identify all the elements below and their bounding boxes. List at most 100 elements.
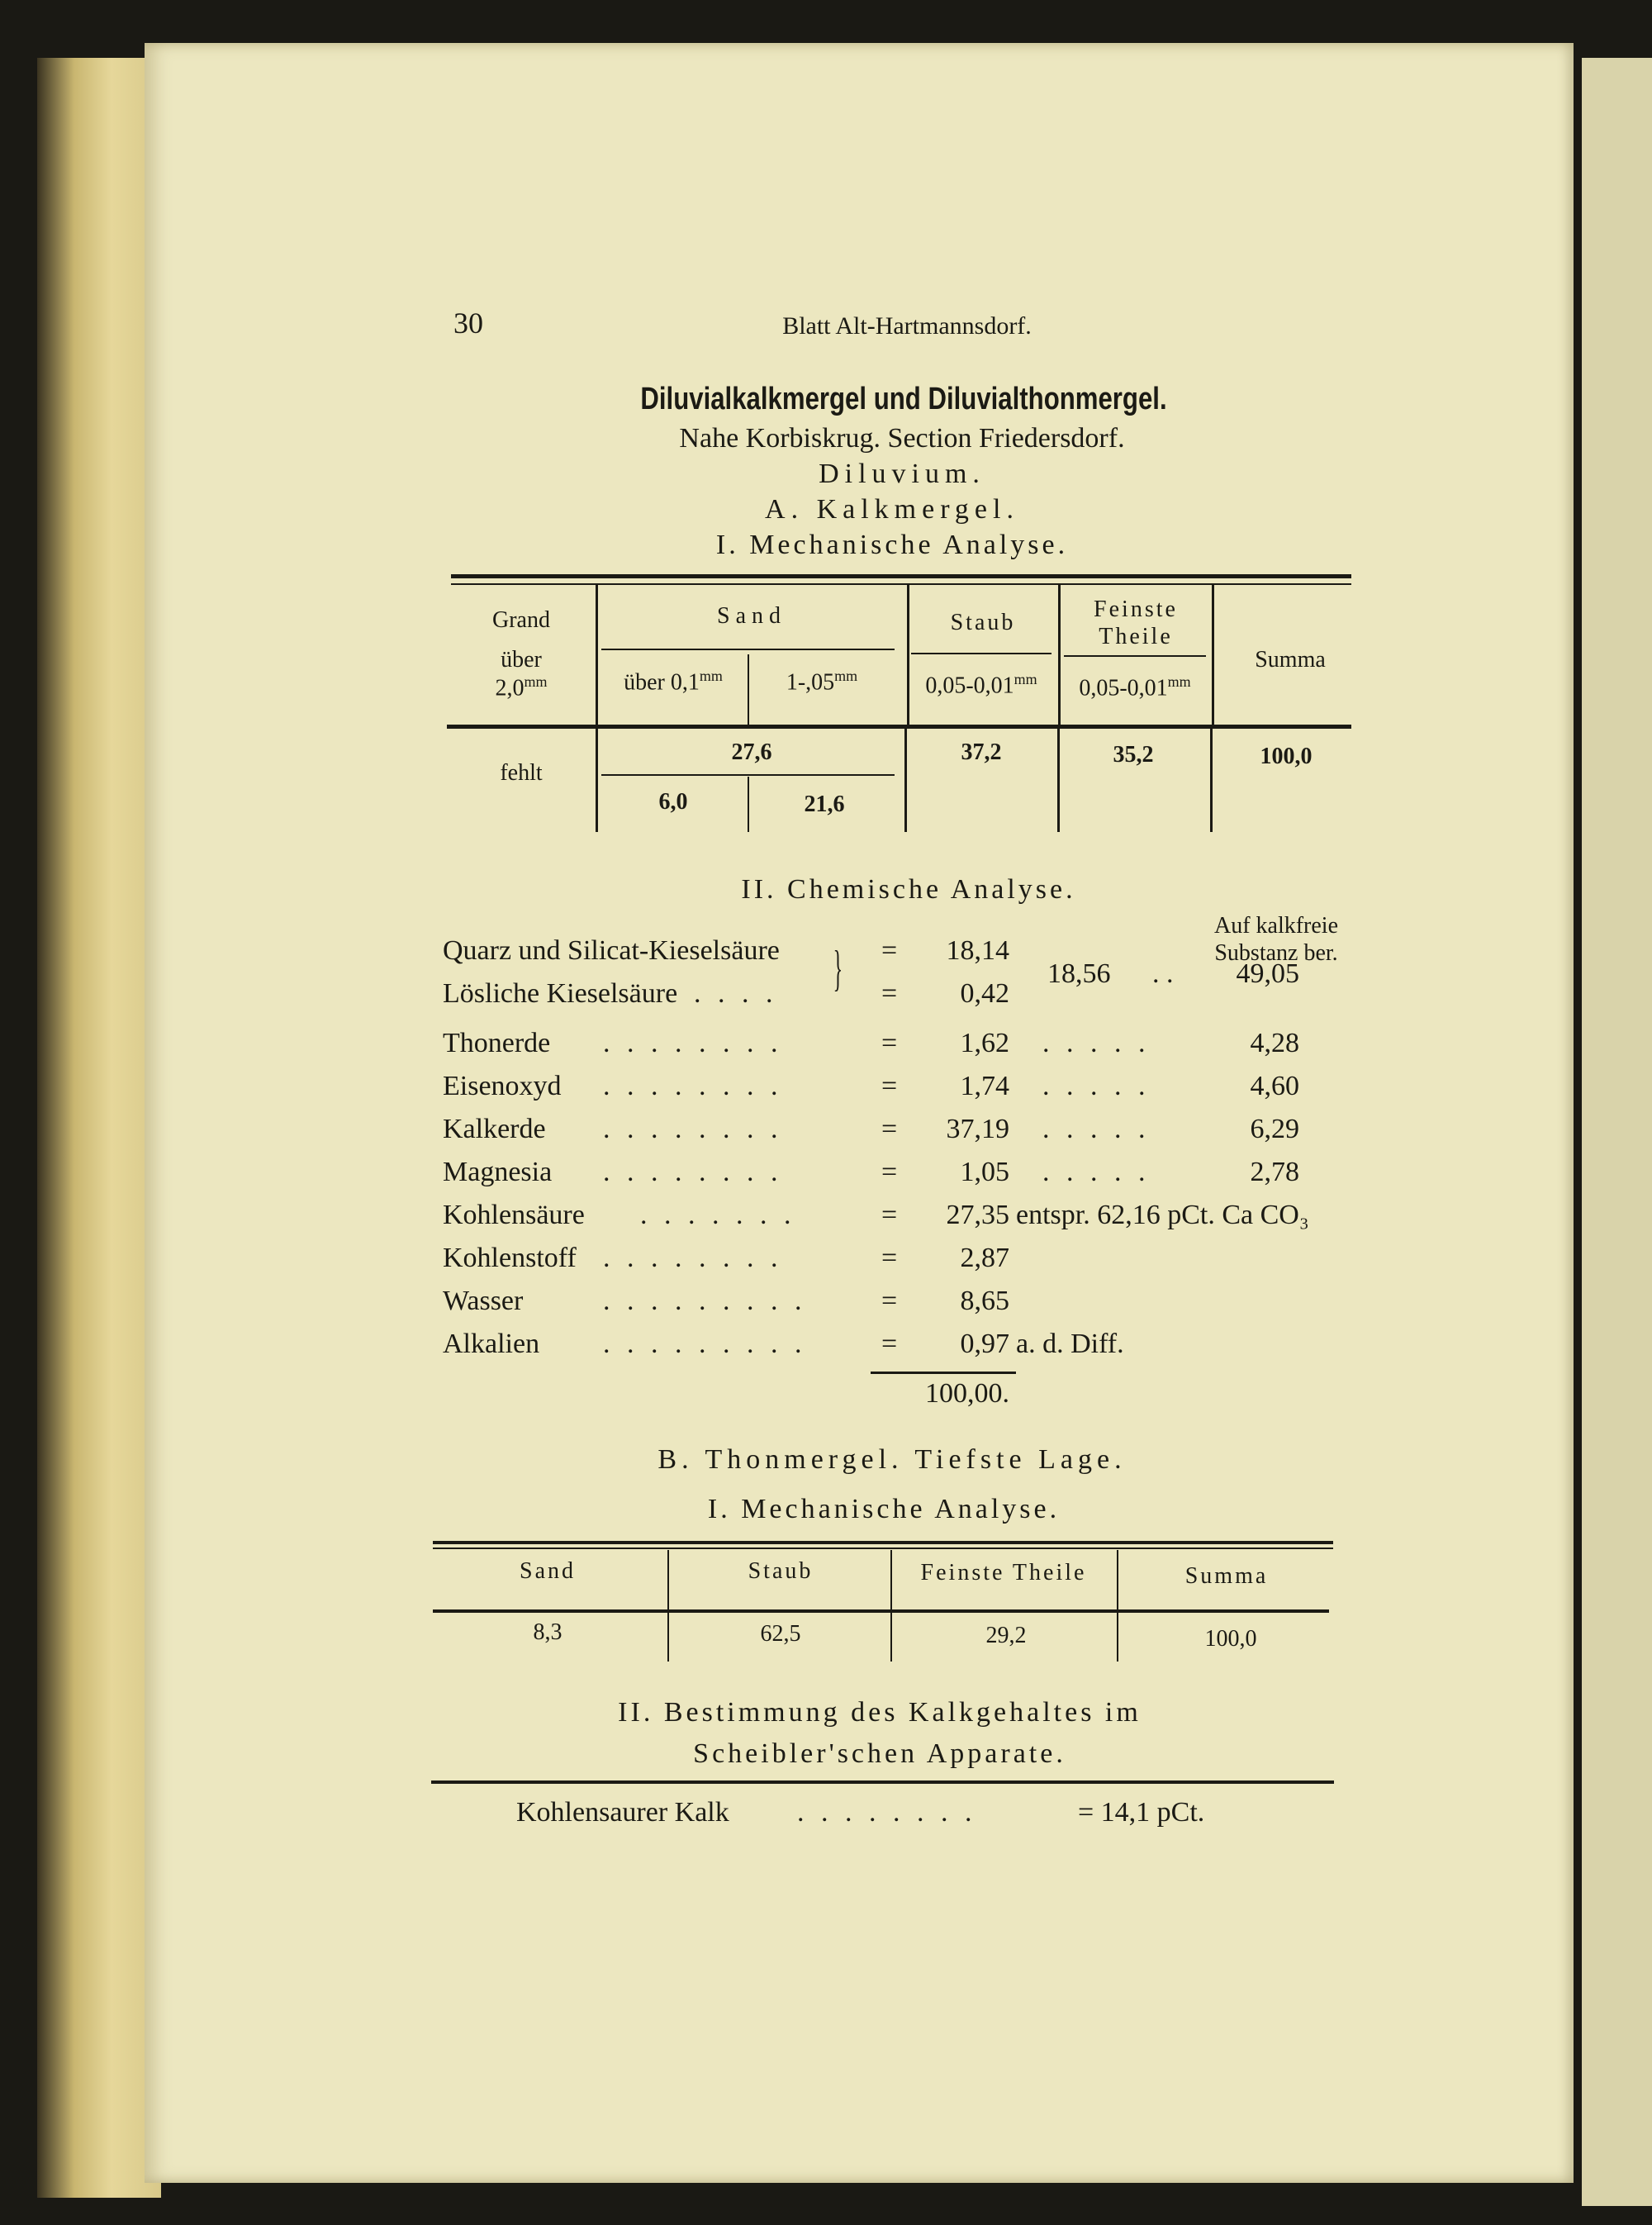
section-b-heading: B. Thonmergel. Tiefste Lage.	[657, 1444, 1127, 1475]
chem-row-equals: =	[881, 935, 898, 966]
b-col-sand: Sand	[520, 1558, 576, 1584]
mech-heading-b: I. Mechanische Analyse.	[707, 1494, 1061, 1524]
chem-total: 100,00.	[925, 1378, 1009, 1409]
b-staub-value: 62,5	[760, 1621, 801, 1647]
chem-row-label: Magnesia	[443, 1157, 553, 1187]
chem-row-equals: =	[881, 1114, 898, 1144]
col-feinste-size: 0,05-0,01mm	[1079, 673, 1191, 701]
chem-row-equals: =	[881, 1329, 898, 1359]
b-sand-value: 8,3	[533, 1619, 563, 1645]
grand-value: fehlt	[500, 760, 543, 786]
col-grand-size: 2,0mm	[495, 673, 548, 701]
chem-row-dots: . . . . . . . .	[603, 1071, 783, 1101]
mech-heading-a: I. Mechanische Analyse.	[715, 530, 1069, 560]
col-sand-sub2: 1-,05mm	[786, 668, 858, 696]
lime-dots: . . . . . . . .	[797, 1797, 977, 1828]
chem-row-extra: entspr. 62,16 pCt. Ca CO₃	[1016, 1200, 1309, 1230]
chem-row-value: 37,19	[946, 1114, 1010, 1144]
col-grand: Grand	[492, 607, 550, 633]
silica-calc: 49,05	[1236, 958, 1300, 989]
chem-row-equals: =	[881, 1071, 898, 1101]
chem-row-value: 18,14	[946, 935, 1010, 966]
chem-note-2: Substanz ber.	[1214, 940, 1338, 966]
lime-value: = 14,1 pCt.	[1078, 1797, 1205, 1828]
page-edges	[37, 58, 161, 2198]
lime-heading-1: II. Bestimmung des Kalkgehaltes im	[618, 1697, 1142, 1728]
sum-line	[871, 1372, 1016, 1374]
chem-row-equals: =	[881, 1243, 898, 1273]
col-feinste: Feinste	[1094, 597, 1178, 622]
chem-row-equals: =	[881, 1200, 898, 1230]
col-staub-size: 0,05-0,01mm	[925, 671, 1037, 699]
chem-row-value: 0,97	[960, 1329, 1010, 1359]
chem-row-equals: =	[881, 978, 898, 1009]
feinste-value: 35,2	[1113, 742, 1154, 768]
chem-row-extra: . . . . .	[1042, 1157, 1151, 1187]
chem-row-extra: . . . . .	[1042, 1071, 1151, 1101]
chem-row-label: Alkalien	[443, 1329, 540, 1359]
col-summa: Summa	[1255, 647, 1326, 673]
b-col-summa: Summa	[1184, 1563, 1269, 1589]
chem-row-value: 2,87	[960, 1243, 1010, 1273]
chem-heading: II. Chemische Analyse.	[741, 874, 1076, 905]
col-theile: Theile	[1099, 624, 1173, 649]
sand-value-2: 21,6	[804, 792, 845, 817]
sand-total: 27,6	[731, 739, 772, 765]
chem-row-value: 27,35	[946, 1200, 1010, 1230]
chem-row-label: Kalkerde	[443, 1114, 546, 1144]
chem-row-value: 1,05	[960, 1157, 1010, 1187]
col-grand-sub: über	[501, 647, 542, 673]
location: Nahe Korbiskrug. Section Friedersdorf.	[679, 423, 1125, 454]
chem-row-calc: 2,78	[1250, 1157, 1300, 1187]
chem-row-equals: =	[881, 1286, 898, 1316]
b-col-staub: Staub	[748, 1558, 814, 1584]
chem-row-label: Lösliche Kieselsäure	[443, 978, 678, 1009]
chem-row-extra: a. d. Diff.	[1016, 1329, 1124, 1359]
col-staub: Staub	[950, 610, 1016, 635]
page-number: 30	[453, 307, 483, 340]
chem-row-value: 8,65	[960, 1286, 1010, 1316]
chem-row-calc: 4,28	[1250, 1028, 1300, 1058]
chem-row-equals: =	[881, 1157, 898, 1187]
chem-note-1: Auf kalkfreie	[1213, 913, 1339, 939]
chem-row-dots: . . . . . . . .	[603, 1157, 783, 1187]
silica-sum: 18,56	[1047, 958, 1111, 989]
chem-row-label: Eisenoxyd	[443, 1071, 562, 1101]
chem-row-dots: . . . . . . . .	[603, 1028, 783, 1058]
chem-row-dots: . . . . . . . . .	[603, 1286, 807, 1316]
lime-label: Kohlensaurer Kalk	[516, 1797, 729, 1828]
divider	[431, 1780, 1334, 1784]
chem-row-value: 1,74	[960, 1071, 1010, 1101]
chem-row-label: Wasser	[443, 1286, 524, 1316]
chem-row-value: 1,62	[960, 1028, 1010, 1058]
silica-dots: . .	[1152, 958, 1174, 989]
sand-value-1: 6,0	[658, 789, 688, 815]
chem-row-dots: . . . . . . .	[640, 1200, 796, 1230]
b-feinste-value: 29,2	[985, 1623, 1027, 1648]
chem-row-extra: . . . . .	[1042, 1114, 1151, 1144]
chem-row-value: 0,42	[960, 978, 1010, 1009]
lime-heading-2: Scheibler'schen Apparate.	[693, 1738, 1066, 1769]
chem-row-dots: . . . .	[694, 978, 778, 1009]
chem-row-calc: 4,60	[1250, 1071, 1300, 1101]
section-a-heading: A. Kalkmergel.	[765, 494, 1019, 525]
chem-row-dots: . . . . . . . .	[603, 1114, 783, 1144]
chem-row-equals: =	[881, 1028, 898, 1058]
chem-row-label: Kohlenstoff	[443, 1243, 577, 1273]
summa-value: 100,0	[1260, 744, 1313, 769]
col-sand: Sand	[717, 603, 786, 629]
formation: Diluvium.	[819, 459, 985, 489]
next-page-edge	[1582, 58, 1652, 2206]
chem-row-dots: . . . . . . . . .	[603, 1329, 807, 1359]
b-col-feinste: Feinste Theile	[920, 1560, 1087, 1586]
chem-row-extra: . . . . .	[1042, 1028, 1151, 1058]
brace-icon: }	[833, 941, 843, 996]
book-page	[145, 43, 1574, 2183]
col-sand-sub1: über 0,1mm	[624, 668, 723, 696]
title: Diluvialkalkmergel und Diluvialthonmerge…	[640, 382, 1167, 416]
running-header: Blatt Alt-Hartmannsdorf.	[782, 312, 1032, 340]
chem-row-dots: . . . . . . . .	[603, 1243, 783, 1273]
chem-row-calc: 6,29	[1250, 1114, 1300, 1144]
staub-value: 37,2	[961, 739, 1002, 765]
chem-row-label: Thonerde	[443, 1028, 551, 1058]
